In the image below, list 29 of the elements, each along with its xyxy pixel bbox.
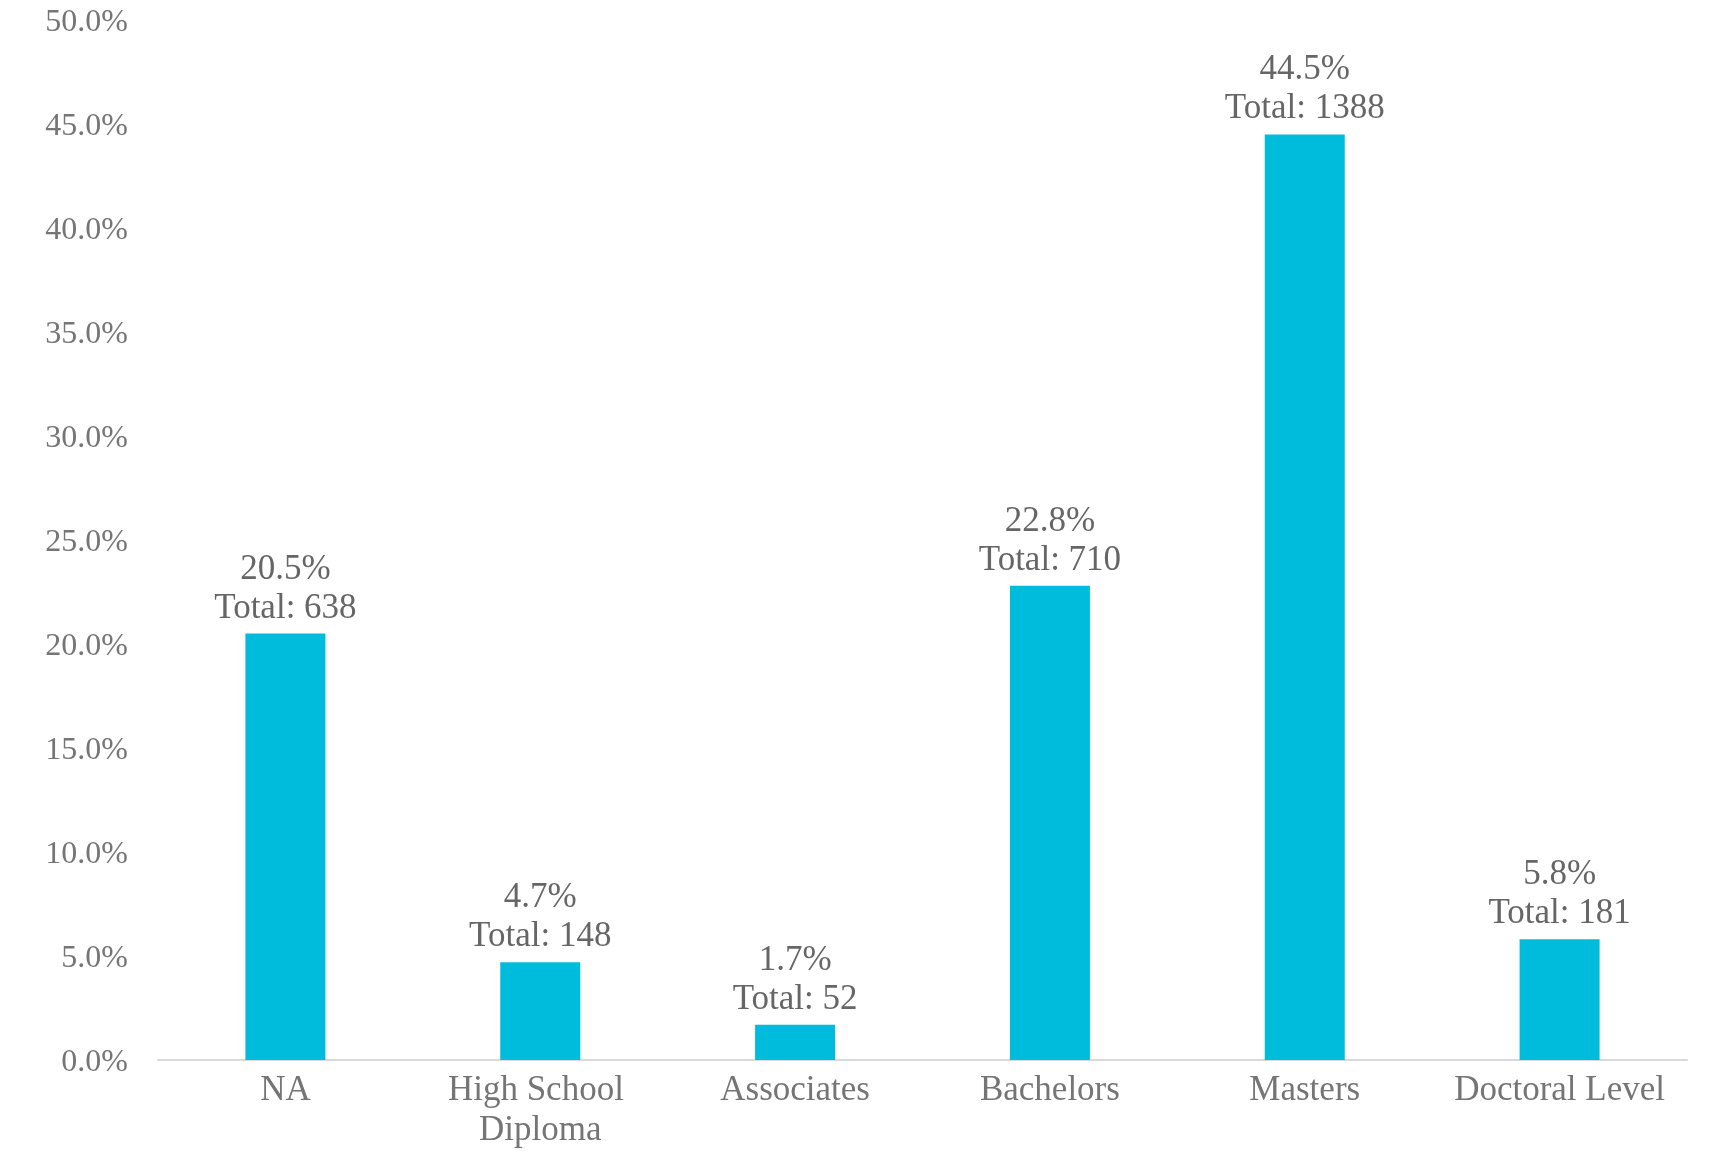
y-tick-label: 15.0%: [45, 730, 128, 766]
data-label: 5.8% Total: 181: [1488, 853, 1631, 932]
y-tick-label: 20.0%: [45, 626, 128, 662]
y-tick-label: 10.0%: [45, 834, 128, 870]
x-tick-label: High School Diploma: [447, 1068, 633, 1148]
data-label: 20.5% Total: 638: [214, 547, 357, 626]
x-tick-label: Doctoral Level: [1454, 1068, 1666, 1108]
data-label: 1.7% Total: 52: [732, 938, 858, 1017]
y-tick-label: 30.0%: [45, 418, 128, 454]
y-tick-label: 5.0%: [61, 938, 128, 974]
y-tick-label: 25.0%: [45, 522, 128, 558]
y-tick-label: 45.0%: [45, 106, 128, 142]
x-tick-label: Bachelors: [979, 1068, 1120, 1108]
y-tick-label: 0.0%: [61, 1042, 128, 1078]
bar: [1009, 585, 1090, 1060]
data-label: 4.7% Total: 148: [469, 876, 612, 955]
x-tick-label: NA: [260, 1068, 312, 1108]
y-tick-label: 40.0%: [45, 210, 128, 246]
x-tick-label: Masters: [1249, 1068, 1361, 1108]
data-label: 22.8% Total: 710: [978, 499, 1122, 578]
y-tick-label: 50.0%: [45, 2, 128, 38]
bar: [755, 1024, 836, 1060]
bar: [500, 962, 581, 1060]
bar: [1264, 134, 1345, 1060]
y-tick-label: 35.0%: [45, 314, 128, 350]
x-tick-label: Associates: [720, 1068, 870, 1108]
bar: [245, 633, 326, 1060]
bar: [1519, 939, 1600, 1060]
data-label: 44.5% Total: 1388: [1224, 48, 1385, 127]
